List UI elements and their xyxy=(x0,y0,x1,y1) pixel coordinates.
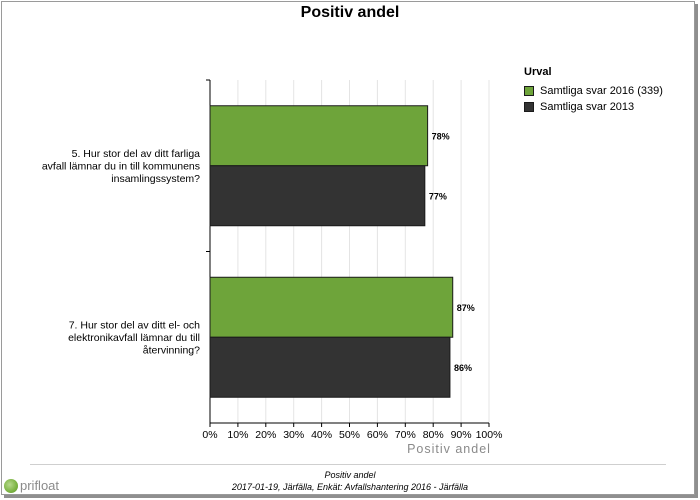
logo-text: prifloat xyxy=(20,478,60,493)
category-label: 7. Hur stor del av ditt el- och xyxy=(69,319,200,331)
x-axis-title: Positiv andel xyxy=(407,442,491,456)
legend-item-2013: Samtliga svar 2013 xyxy=(524,99,663,115)
x-tick-label: 10% xyxy=(227,429,248,441)
legend-swatch-2016 xyxy=(524,86,534,96)
x-tick-label: 100% xyxy=(476,429,503,441)
x-tick-label: 70% xyxy=(395,429,416,441)
chart-frame xyxy=(1,1,695,495)
legend: Urval Samtliga svar 2016 (339) Samtliga … xyxy=(524,66,663,115)
legend-item-2016: Samtliga svar 2016 (339) xyxy=(524,83,663,99)
logo: prifloat xyxy=(4,478,59,493)
legend-swatch-2013 xyxy=(524,102,534,112)
footer-title: Positiv andel xyxy=(324,470,376,480)
category-label: återvinning? xyxy=(143,344,200,356)
bar xyxy=(209,336,451,398)
logo-mark-icon xyxy=(4,478,18,493)
data-label: 87% xyxy=(457,303,475,313)
legend-label-2016: Samtliga svar 2016 (339) xyxy=(540,85,663,97)
x-tick-label: 40% xyxy=(311,429,332,441)
x-tick-label: 0% xyxy=(202,429,217,441)
bar xyxy=(209,276,454,338)
x-tick-label: 20% xyxy=(255,429,276,441)
x-tick-label: 60% xyxy=(367,429,388,441)
x-tick-label: 50% xyxy=(339,429,360,441)
category-label: 5. Hur stor del av ditt farliga xyxy=(72,148,201,160)
category-label: insamlingssystem? xyxy=(111,173,200,185)
x-tick-label: 90% xyxy=(451,429,472,441)
bar xyxy=(209,105,429,167)
footer-divider xyxy=(30,464,666,465)
chart-title: Positiv andel xyxy=(300,4,400,21)
data-label: 78% xyxy=(432,131,450,141)
x-tick-label: 80% xyxy=(423,429,444,441)
bar xyxy=(209,165,426,227)
category-label: elektronikavfall lämnar du till xyxy=(68,332,200,344)
legend-label-2013: Samtliga svar 2013 xyxy=(540,101,635,113)
footer: Positiv andel 2017-01-19, Järfälla, Enkä… xyxy=(0,469,700,493)
data-label: 77% xyxy=(429,191,447,201)
x-tick-label: 30% xyxy=(283,429,304,441)
data-label: 86% xyxy=(454,363,472,373)
footer-meta: 2017-01-19, Järfälla, Enkät: Avfallshant… xyxy=(231,482,469,492)
category-label: avfall lämnar du in till kommunens xyxy=(42,160,200,172)
legend-title: Urval xyxy=(524,66,552,78)
